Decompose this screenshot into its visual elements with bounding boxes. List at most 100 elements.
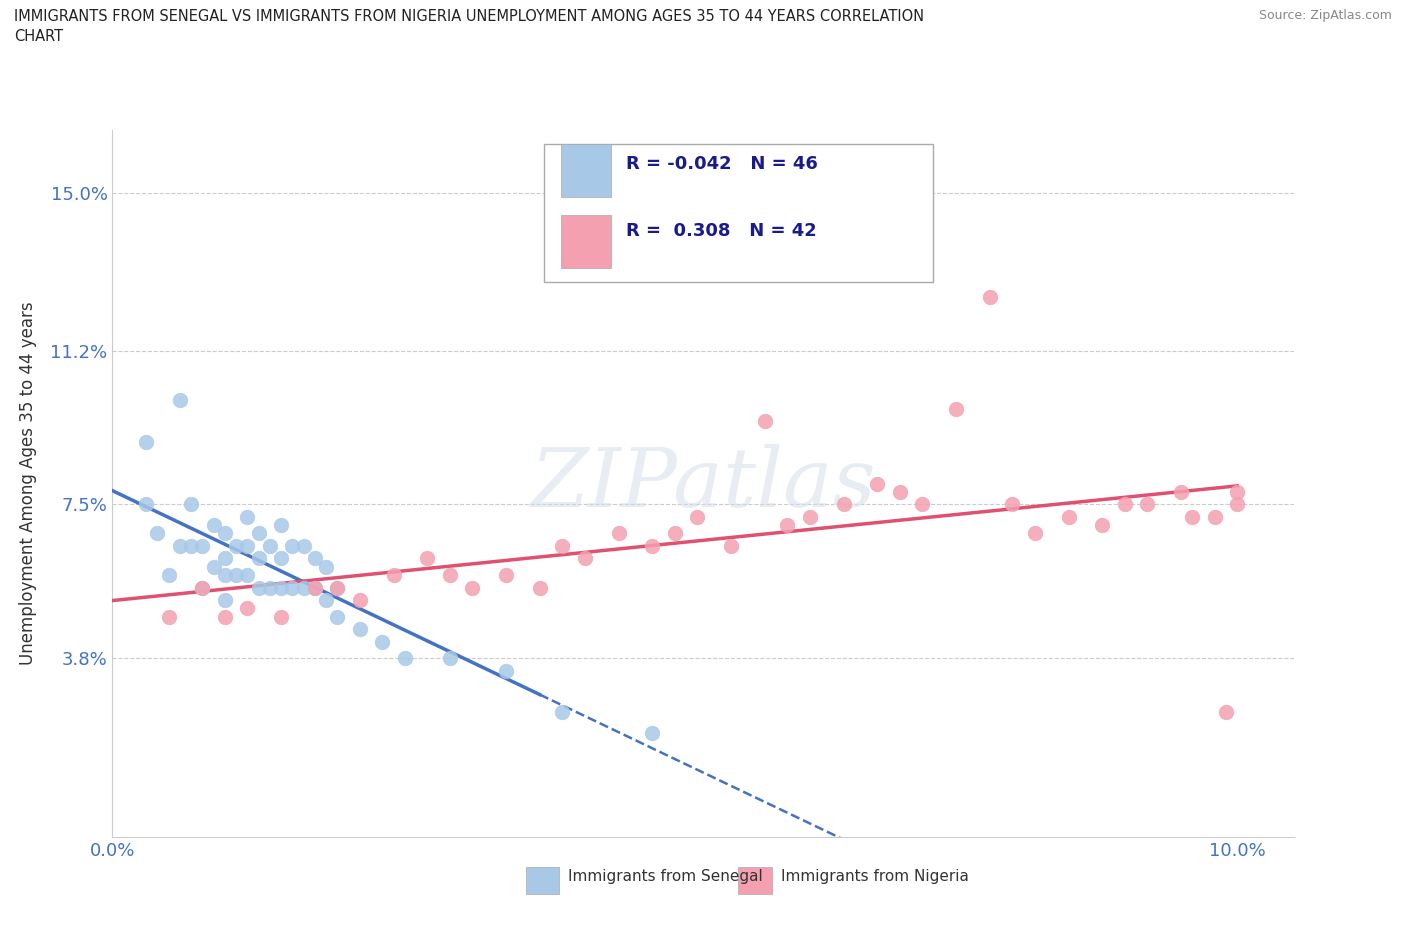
Point xyxy=(270,551,292,565)
Point xyxy=(349,621,371,636)
Point xyxy=(202,559,225,574)
Point xyxy=(832,497,855,512)
Text: IMMIGRANTS FROM SENEGAL VS IMMIGRANTS FROM NIGERIA UNEMPLOYMENT AMONG AGES 35 TO: IMMIGRANTS FROM SENEGAL VS IMMIGRANTS FR… xyxy=(14,9,924,44)
Point xyxy=(1001,497,1024,512)
Point xyxy=(686,510,709,525)
Point xyxy=(270,609,292,624)
Point xyxy=(416,551,439,565)
Point xyxy=(157,609,180,624)
Point xyxy=(225,538,247,553)
Point xyxy=(1215,705,1237,720)
Point xyxy=(349,592,371,607)
Y-axis label: Unemployment Among Ages 35 to 44 years: Unemployment Among Ages 35 to 44 years xyxy=(18,302,37,665)
Bar xyxy=(526,867,560,894)
Point xyxy=(169,538,191,553)
Point xyxy=(664,526,686,541)
Point xyxy=(225,567,247,582)
Text: R =  0.308   N = 42: R = 0.308 N = 42 xyxy=(626,222,817,240)
Point xyxy=(1204,510,1226,525)
Point xyxy=(135,434,157,449)
Point xyxy=(754,414,776,429)
Point xyxy=(292,580,315,595)
Point xyxy=(326,609,349,624)
Point xyxy=(292,538,315,553)
Point xyxy=(315,559,337,574)
Point xyxy=(191,538,214,553)
Point xyxy=(1181,510,1204,525)
Point xyxy=(214,609,236,624)
Point xyxy=(304,580,326,595)
Text: Immigrants from Senegal: Immigrants from Senegal xyxy=(568,869,763,883)
Point xyxy=(326,580,349,595)
Bar xyxy=(738,867,772,894)
Point xyxy=(1057,510,1080,525)
Bar xyxy=(561,144,610,197)
Point xyxy=(270,580,292,595)
Point xyxy=(214,526,236,541)
Point xyxy=(236,601,259,616)
Point xyxy=(304,551,326,565)
Point xyxy=(259,538,281,553)
Point xyxy=(169,393,191,408)
Point xyxy=(911,497,934,512)
Point xyxy=(720,538,742,553)
Point xyxy=(214,592,236,607)
Point xyxy=(529,580,551,595)
Point xyxy=(304,580,326,595)
Point xyxy=(236,538,259,553)
Point xyxy=(776,518,799,533)
Point xyxy=(641,725,664,740)
Point xyxy=(1226,497,1249,512)
Point xyxy=(495,663,517,678)
Point xyxy=(979,289,1001,304)
Bar xyxy=(561,215,610,268)
Point xyxy=(371,634,394,649)
Point xyxy=(326,580,349,595)
Point xyxy=(1136,497,1159,512)
Point xyxy=(281,538,304,553)
Point xyxy=(1024,526,1046,541)
Point xyxy=(214,567,236,582)
Text: R = -0.042   N = 46: R = -0.042 N = 46 xyxy=(626,155,818,173)
Point xyxy=(495,567,517,582)
Point xyxy=(574,551,596,565)
Point xyxy=(191,580,214,595)
Point xyxy=(866,476,889,491)
Text: Source: ZipAtlas.com: Source: ZipAtlas.com xyxy=(1258,9,1392,22)
Point xyxy=(551,705,574,720)
Point xyxy=(191,580,214,595)
Point xyxy=(889,485,911,499)
Point xyxy=(135,497,157,512)
Point xyxy=(180,497,202,512)
Text: ZIPatlas: ZIPatlas xyxy=(530,444,876,524)
Point xyxy=(439,567,461,582)
Point xyxy=(1226,485,1249,499)
Point xyxy=(394,651,416,666)
Point xyxy=(1091,518,1114,533)
Point xyxy=(236,510,259,525)
Point xyxy=(945,402,967,417)
Point xyxy=(236,567,259,582)
Point xyxy=(180,538,202,553)
Point xyxy=(799,510,821,525)
Point xyxy=(551,538,574,553)
Point xyxy=(382,567,405,582)
FancyBboxPatch shape xyxy=(544,144,934,282)
Point xyxy=(202,518,225,533)
Point xyxy=(461,580,484,595)
Point xyxy=(214,551,236,565)
Point xyxy=(157,567,180,582)
Point xyxy=(247,526,270,541)
Point xyxy=(1170,485,1192,499)
Point xyxy=(315,592,337,607)
Point xyxy=(439,651,461,666)
Point xyxy=(247,551,270,565)
Point xyxy=(270,518,292,533)
Point xyxy=(641,538,664,553)
Point xyxy=(146,526,169,541)
Text: Immigrants from Nigeria: Immigrants from Nigeria xyxy=(780,869,969,883)
Point xyxy=(281,580,304,595)
Point xyxy=(247,580,270,595)
Point xyxy=(259,580,281,595)
Point xyxy=(1114,497,1136,512)
